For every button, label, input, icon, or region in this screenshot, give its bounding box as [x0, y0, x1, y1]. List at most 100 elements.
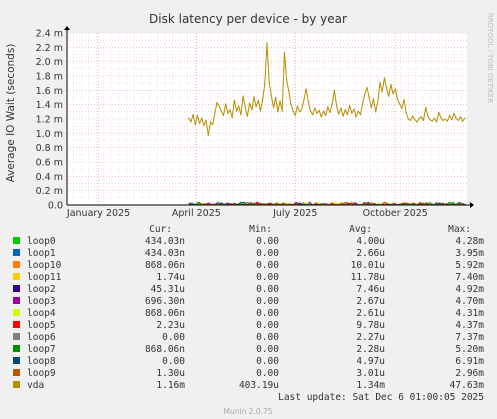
vda-point [277, 111, 279, 113]
vda-point [440, 117, 442, 119]
vda-point [383, 77, 385, 79]
vda-point [192, 114, 194, 116]
y-tick-label: 0.6 m [36, 158, 63, 169]
vda-point [279, 100, 281, 102]
vda-point [416, 121, 418, 123]
vda-point [422, 119, 425, 121]
legend-header-avg: Avg: [349, 224, 372, 235]
vda-point [257, 99, 259, 101]
legend-row-loop3: loop3 696.30n 0.00 2.67u 4.70m [13, 296, 484, 307]
vda-point [205, 119, 207, 121]
vda-point [425, 106, 427, 109]
vda-point [325, 114, 327, 116]
x-tick-label: January 2025 [66, 208, 130, 219]
vda-point [340, 107, 342, 109]
vda-point [296, 105, 298, 107]
vda-point [194, 124, 196, 126]
legend-min: 0.00 [256, 308, 279, 319]
vda-point [377, 100, 379, 102]
legend-min: 0.00 [256, 272, 279, 283]
vda-point [429, 119, 431, 121]
y-axis-arrow [64, 26, 70, 30]
legend-cur: 0.00 [162, 332, 185, 343]
legend-max: 4.70m [455, 296, 484, 307]
legend-row-loop11: loop11 1.74u 0.00 11.78u 7.40m [13, 272, 484, 283]
legend-avg: 2.67u [356, 296, 385, 307]
vda-point [238, 105, 240, 107]
legend-avg: 3.01u [356, 368, 385, 379]
vda-point [286, 79, 288, 81]
legend-name: loop5 [27, 320, 56, 331]
legend-header-min: Min: [249, 224, 272, 235]
vda-point [418, 117, 420, 119]
legend: loop0 434.03n 0.00 4.00u 4.28m loop1 434.03n 0.… [13, 236, 484, 391]
vda-point [290, 103, 292, 105]
legend-cur: 2.23u [156, 320, 185, 331]
legend-cur: 868.06n [145, 260, 185, 271]
legend-name: loop11 [27, 272, 62, 283]
vda-point [264, 83, 266, 85]
vda-point [457, 119, 459, 121]
vda-point [218, 105, 220, 107]
vda-point [318, 109, 320, 111]
legend-swatch [13, 321, 20, 328]
legend-max: 5.92m [455, 260, 484, 271]
vda-point [292, 110, 294, 112]
legend-swatch [13, 273, 20, 280]
vda-point [309, 110, 312, 112]
vda-point [251, 109, 253, 111]
vda-point [455, 117, 457, 119]
vda-point [327, 106, 329, 108]
y-tick-label: 2.4 m [36, 29, 63, 40]
vda-point [351, 112, 353, 114]
legend-name: loop0 [27, 236, 56, 247]
legend-swatch [13, 309, 20, 316]
legend-name: loop1 [27, 248, 56, 259]
vda-point [401, 107, 403, 109]
vda-point [220, 110, 222, 112]
legend-max: 5.20m [455, 344, 484, 355]
vda-point [403, 99, 405, 101]
legend-max: 4.31m [455, 308, 484, 319]
legend-swatch [13, 357, 20, 364]
vda-point [305, 88, 307, 90]
vda-point [412, 115, 414, 117]
legend-swatch [13, 333, 20, 340]
legend-max: 6.91m [455, 356, 484, 367]
vda-point [233, 99, 235, 101]
vda-point [301, 108, 303, 110]
legend-name: loop8 [27, 356, 56, 367]
vda-point [275, 96, 277, 99]
legend-cur: 1.74u [156, 272, 185, 283]
legend-name: loop10 [27, 260, 62, 271]
vda-point [379, 81, 381, 84]
legend-avg: 11.78u [351, 272, 385, 283]
vda-point [431, 120, 433, 122]
y-axis-ticks: 0.0 0.2 m 0.4 m 0.6 m 0.8 m 1.0 m 1.2 m 1.4 m 1.… [36, 29, 63, 212]
legend-max: 4.37m [455, 320, 484, 331]
legend-avg: 9.78u [356, 320, 385, 331]
legend-cur: 868.06n [145, 344, 185, 355]
legend-swatch [13, 237, 20, 244]
vda-point [244, 106, 246, 109]
vda-point [242, 95, 244, 97]
legend-header: Cur: Min: Avg: Max: [149, 224, 471, 235]
vda-point [399, 103, 401, 105]
x-axis-arrow [470, 202, 474, 208]
y-tick-label: 0.0 [48, 201, 63, 212]
legend-min: 0.00 [256, 296, 279, 307]
legend-name: loop6 [27, 332, 56, 343]
vda-point [262, 98, 264, 100]
vda-point [446, 120, 448, 122]
legend-name: loop2 [27, 284, 56, 295]
legend-max: 7.37m [455, 332, 484, 343]
vda-point [207, 134, 209, 137]
vda-point [222, 114, 225, 116]
vda-point [388, 95, 390, 97]
vda-point [444, 118, 446, 120]
legend-avg: 2.27u [356, 332, 385, 343]
legend-cur: 45.31u [151, 284, 185, 295]
y-tick-label: 1.8 m [36, 72, 63, 83]
vda-point [231, 117, 233, 119]
